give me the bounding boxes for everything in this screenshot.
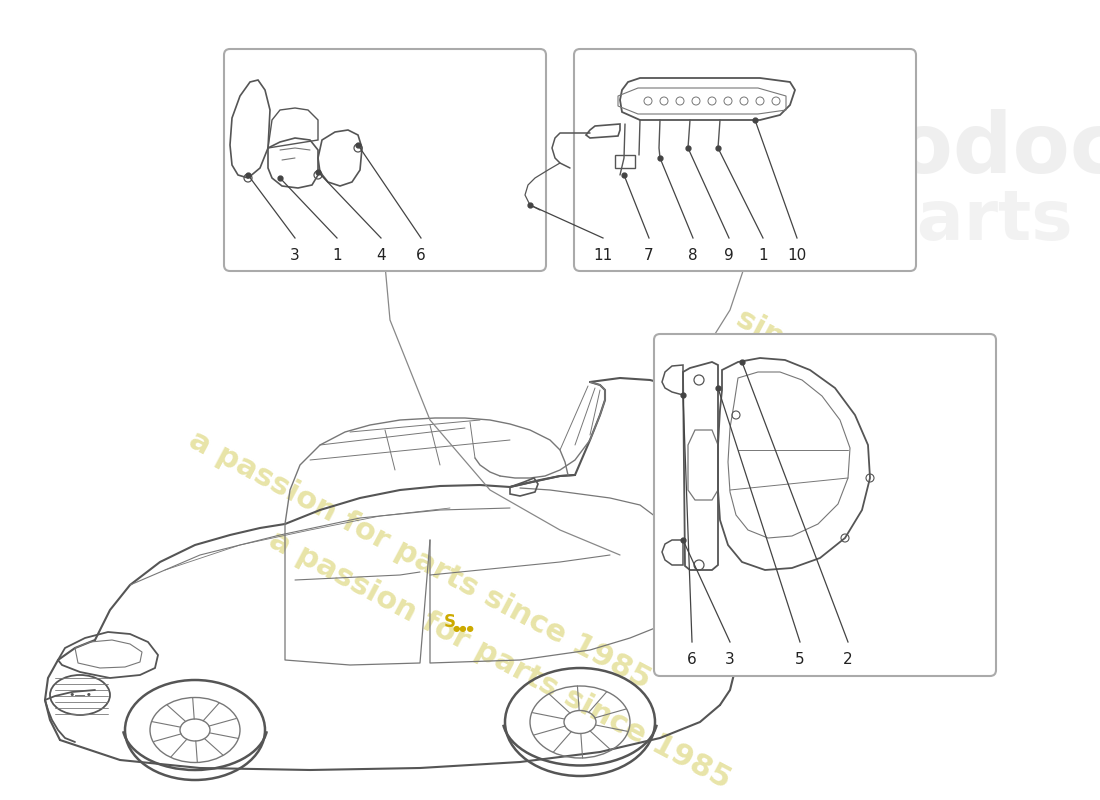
- Text: ●●●: ●●●: [452, 623, 474, 633]
- FancyBboxPatch shape: [224, 49, 546, 271]
- Text: 9: 9: [724, 248, 734, 263]
- Text: S: S: [444, 613, 456, 631]
- Text: parts: parts: [867, 186, 1072, 254]
- Text: 1: 1: [332, 248, 342, 263]
- FancyBboxPatch shape: [654, 334, 996, 676]
- Text: 8: 8: [689, 248, 697, 263]
- Text: 10: 10: [788, 248, 806, 263]
- Text: since 1985: since 1985: [732, 304, 909, 416]
- Text: 1: 1: [758, 248, 768, 263]
- Text: autodoc: autodoc: [740, 110, 1100, 190]
- Text: 7: 7: [645, 248, 653, 263]
- Text: a passion for parts since 1985: a passion for parts since 1985: [264, 526, 736, 794]
- Text: •—•: •—•: [68, 690, 92, 700]
- Text: 3: 3: [725, 652, 735, 667]
- Text: 11: 11: [593, 248, 613, 263]
- Text: 2: 2: [844, 652, 852, 667]
- FancyBboxPatch shape: [574, 49, 916, 271]
- Text: 4: 4: [376, 248, 386, 263]
- Text: 5: 5: [795, 652, 805, 667]
- Text: 6: 6: [416, 248, 426, 263]
- Text: a passion for parts since 1985: a passion for parts since 1985: [184, 426, 656, 694]
- Text: 3: 3: [290, 248, 300, 263]
- Text: 6: 6: [688, 652, 697, 667]
